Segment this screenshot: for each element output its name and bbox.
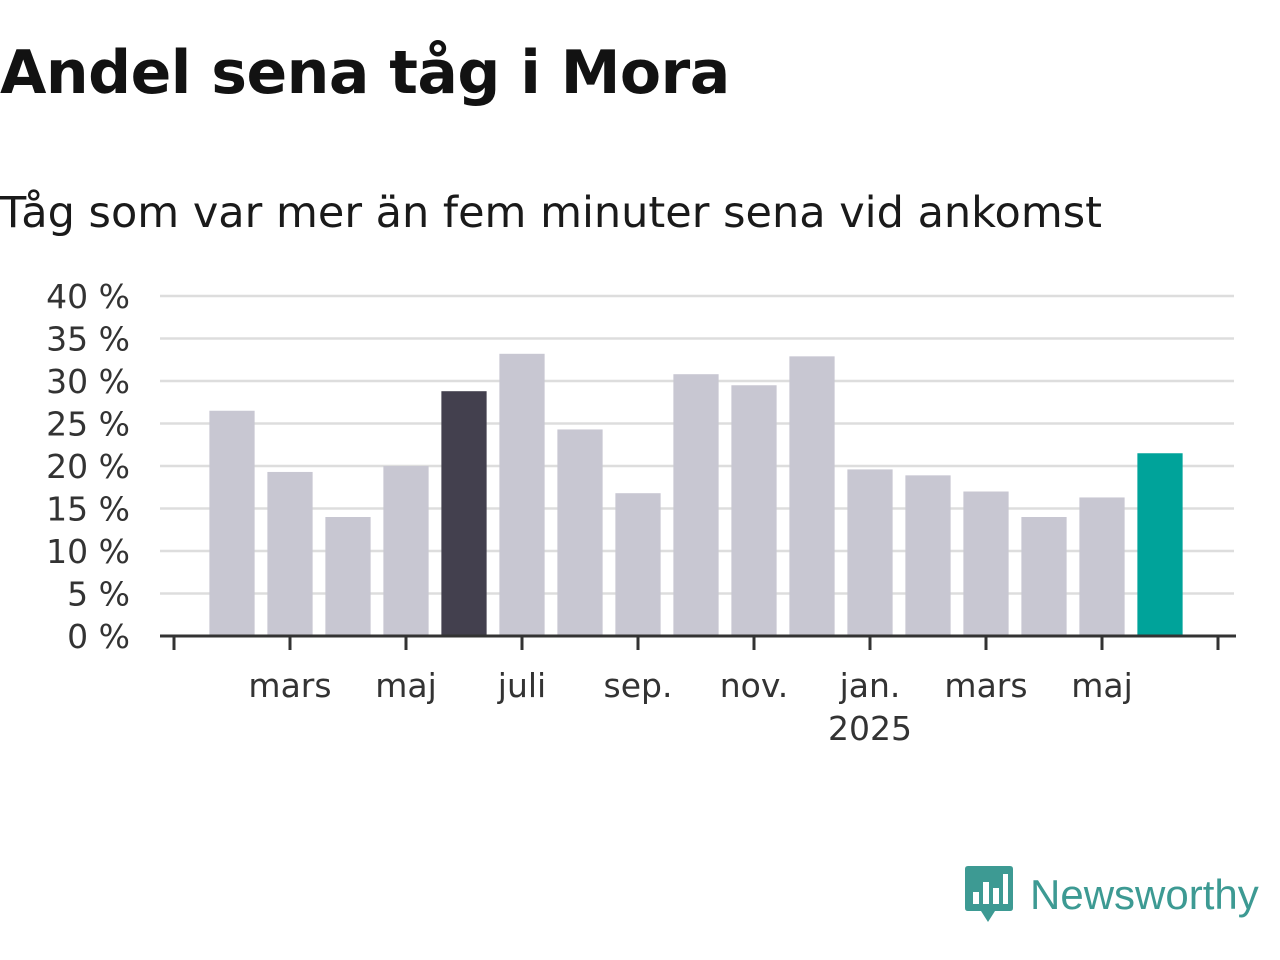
bars xyxy=(209,353,1183,636)
bar xyxy=(557,429,603,636)
x-tick-label: nov. xyxy=(720,666,789,705)
bar xyxy=(1079,497,1125,636)
bar xyxy=(1137,453,1183,636)
brand-name: Newsworthy xyxy=(1030,871,1259,918)
bar xyxy=(499,353,545,636)
bar xyxy=(963,491,1009,636)
bar xyxy=(905,475,951,636)
x-axis-labels: mars maj juli sep. nov. jan. 2025 mars maj xyxy=(248,666,1132,748)
x-tick-label: maj xyxy=(1071,666,1133,705)
bar xyxy=(731,385,777,636)
y-tick-label: 40 % xyxy=(46,277,130,316)
newsworthy-logo-icon xyxy=(965,866,1013,922)
x-tick-label: jan. xyxy=(839,666,901,705)
bar xyxy=(441,391,487,636)
x-tick-label: sep. xyxy=(604,666,673,705)
y-tick-label: 15 % xyxy=(46,490,130,529)
bar xyxy=(209,410,255,636)
bar xyxy=(789,356,835,636)
y-tick-label: 25 % xyxy=(46,405,130,444)
bar xyxy=(673,374,719,636)
y-tick-label: 35 % xyxy=(46,320,130,359)
x-tick-label: maj xyxy=(375,666,437,705)
y-tick-label: 0 % xyxy=(67,617,130,656)
y-tick-label: 5 % xyxy=(67,575,130,614)
bar xyxy=(383,466,429,636)
x-tick-label: juli xyxy=(497,666,546,705)
bar xyxy=(267,471,313,636)
chart-title: Andel sena tåg i Mora xyxy=(0,38,730,108)
x-tick-label: mars xyxy=(944,666,1027,705)
y-axis-labels: 0 %5 % 10 %15 % 20 %25 % 30 %35 % 40 % xyxy=(46,277,130,656)
brand: Newsworthy xyxy=(964,862,1259,928)
y-tick-label: 10 % xyxy=(46,532,130,571)
x-tick-year-label: 2025 xyxy=(828,709,912,748)
y-tick-label: 30 % xyxy=(46,362,130,401)
x-axis xyxy=(160,634,1236,650)
bar xyxy=(325,517,371,636)
x-tick-label: mars xyxy=(248,666,331,705)
bar xyxy=(1021,517,1067,636)
y-tick-label: 20 % xyxy=(46,447,130,486)
bar xyxy=(847,469,893,636)
chart-subtitle: Tåg som var mer än fem minuter sena vid … xyxy=(0,188,1103,238)
bar xyxy=(615,493,661,636)
